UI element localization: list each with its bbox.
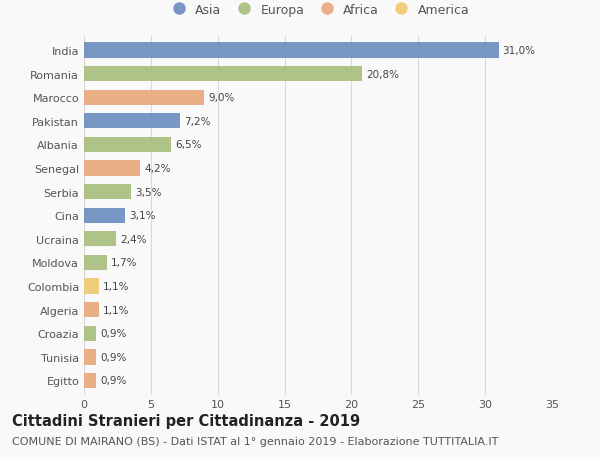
Bar <box>84 373 96 388</box>
Bar <box>84 43 499 58</box>
Text: 31,0%: 31,0% <box>503 46 536 56</box>
Bar <box>84 349 96 365</box>
Bar <box>84 114 180 129</box>
Bar <box>84 326 96 341</box>
Text: 0,9%: 0,9% <box>100 352 127 362</box>
Bar <box>84 302 99 318</box>
Text: 1,1%: 1,1% <box>103 305 129 315</box>
Text: 6,5%: 6,5% <box>175 140 202 150</box>
Text: 0,9%: 0,9% <box>100 329 127 338</box>
Bar <box>84 161 140 176</box>
Bar <box>84 90 205 106</box>
Text: 0,9%: 0,9% <box>100 375 127 386</box>
Text: COMUNE DI MAIRANO (BS) - Dati ISTAT al 1° gennaio 2019 - Elaborazione TUTTITALIA: COMUNE DI MAIRANO (BS) - Dati ISTAT al 1… <box>12 436 499 446</box>
Bar <box>84 208 125 224</box>
Text: 2,4%: 2,4% <box>120 234 146 244</box>
Text: Cittadini Stranieri per Cittadinanza - 2019: Cittadini Stranieri per Cittadinanza - 2… <box>12 413 360 428</box>
Text: 1,1%: 1,1% <box>103 281 129 291</box>
Legend: Asia, Europa, Africa, America: Asia, Europa, Africa, America <box>167 4 469 17</box>
Bar <box>84 279 99 294</box>
Text: 3,1%: 3,1% <box>130 211 156 221</box>
Text: 20,8%: 20,8% <box>366 69 399 79</box>
Bar <box>84 255 107 270</box>
Bar <box>84 137 171 153</box>
Bar <box>84 185 131 200</box>
Text: 4,2%: 4,2% <box>144 163 170 174</box>
Text: 3,5%: 3,5% <box>135 187 161 197</box>
Text: 7,2%: 7,2% <box>184 117 211 127</box>
Text: 9,0%: 9,0% <box>208 93 235 103</box>
Text: 1,7%: 1,7% <box>111 258 137 268</box>
Bar <box>84 67 362 82</box>
Bar <box>84 232 116 247</box>
